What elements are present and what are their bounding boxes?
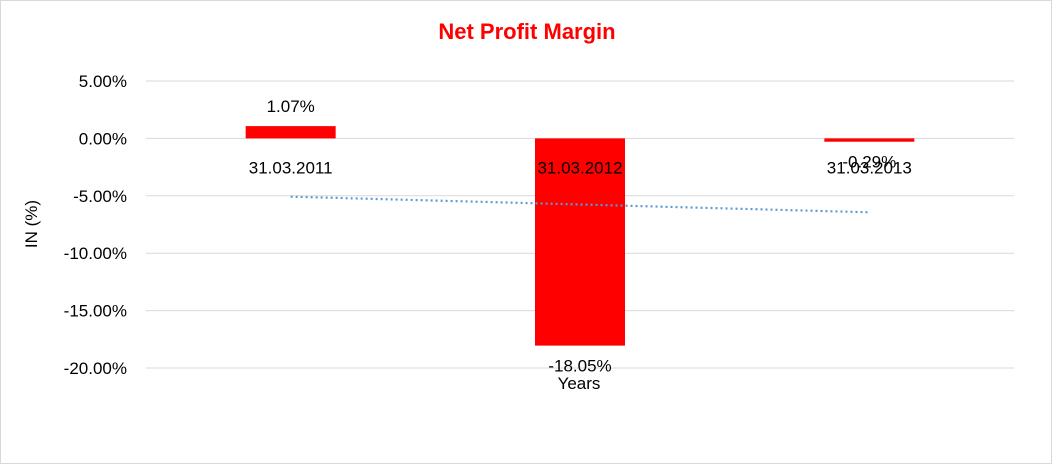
data-labels: 1.07% -18.05% -0.29% (267, 97, 897, 375)
y-tick-label: -10.00% (64, 244, 127, 263)
data-label: -18.05% (548, 357, 611, 376)
x-tick-label: 31.03.2012 (537, 158, 622, 177)
y-tick-label: -15.00% (64, 302, 127, 321)
y-tick-label: -5.00% (73, 187, 127, 206)
y-tick-label: -20.00% (64, 359, 127, 378)
data-label: -0.29% (842, 153, 896, 172)
trendline-group (290, 195, 870, 214)
trendline (290, 195, 870, 214)
y-tick-label: 0.00% (79, 129, 127, 148)
bar-31.03.2011 (245, 126, 336, 139)
x-axis-title: Years (558, 374, 601, 393)
chart-title: Net Profit Margin (438, 19, 615, 44)
data-label: 1.07% (267, 97, 315, 116)
x-tick-label: 31.03.2013 (827, 158, 912, 177)
bar-31.03.2012 (535, 138, 625, 346)
x-tick-label: 31.03.2011 (249, 158, 333, 177)
bars (245, 126, 915, 346)
bar-31.03.2013 (824, 138, 915, 142)
x-axis-ticks: 31.03.2011 31.03.2012 31.03.2013 (249, 158, 912, 177)
y-tick-label: 5.00% (79, 72, 127, 91)
y-axis-title: IN (%) (22, 200, 41, 248)
y-axis-ticks: 5.00% 0.00% -5.00% -10.00% -15.00% -20.00% (64, 72, 127, 378)
